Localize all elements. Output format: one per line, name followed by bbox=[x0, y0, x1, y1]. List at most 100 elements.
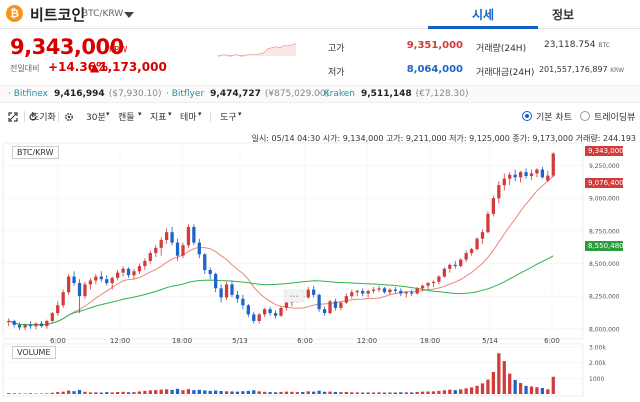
bitcoin-logo-icon: ₿ bbox=[6, 5, 23, 22]
basic-chart-label[interactable]: 기본 차트 bbox=[536, 113, 572, 123]
exchange-foreign-price: (€7,128.30) bbox=[415, 89, 469, 99]
candle-body bbox=[263, 309, 267, 315]
candle-body bbox=[366, 290, 370, 294]
active-tab-indicator bbox=[428, 26, 538, 29]
candle-body bbox=[116, 272, 120, 278]
volume-bar bbox=[17, 393, 22, 394]
candlestick-chart[interactable]: 9,250,000 9,000,000 8,750,000 8,500,000 8,25… bbox=[0, 142, 640, 402]
candle-body bbox=[50, 313, 54, 321]
volume-bar bbox=[301, 391, 305, 394]
candle-body bbox=[475, 238, 479, 250]
candle-body bbox=[105, 279, 109, 284]
chart-pair-label: BTC/KRW bbox=[12, 146, 59, 159]
reset-button[interactable]: 초기화 bbox=[31, 113, 56, 123]
volume-bar bbox=[464, 388, 468, 394]
volume-bar bbox=[28, 393, 33, 394]
exchange-price: 9,416,994 bbox=[54, 89, 105, 99]
interval-dropdown[interactable]: 30분 bbox=[86, 113, 106, 123]
volume-bar bbox=[404, 392, 408, 394]
volume-24h-value: 23,118.754 bbox=[543, 40, 596, 50]
tools-caret-icon: ▾ bbox=[238, 110, 242, 118]
settings-gear-icon[interactable] bbox=[64, 112, 74, 122]
chart-drag-handle[interactable] bbox=[283, 289, 305, 303]
candle-body bbox=[170, 232, 174, 243]
volume-bar bbox=[170, 389, 174, 394]
candle-body bbox=[410, 292, 414, 294]
candle-body bbox=[339, 302, 343, 308]
candle-body bbox=[546, 175, 550, 181]
x-tick-label: 6:00 bbox=[297, 337, 313, 345]
volume-bar bbox=[268, 392, 272, 394]
candle-body bbox=[306, 289, 310, 298]
candle-body bbox=[126, 268, 131, 276]
candle-body bbox=[34, 323, 38, 327]
tab-market[interactable]: 시세 bbox=[471, 8, 495, 22]
tradingview-radio[interactable] bbox=[580, 111, 590, 121]
volume-bar bbox=[77, 389, 82, 394]
expand-icon[interactable] bbox=[8, 112, 18, 122]
indicator-dropdown[interactable]: 지표 bbox=[150, 113, 167, 123]
volume-bar bbox=[99, 392, 103, 394]
candle-body bbox=[241, 298, 245, 306]
candle-body bbox=[317, 294, 321, 310]
volume-bar bbox=[94, 392, 98, 394]
low-value: 8,064,000 bbox=[406, 64, 463, 75]
volume-bar bbox=[72, 391, 76, 394]
high-value: 9,351,000 bbox=[406, 40, 463, 51]
candle-body bbox=[17, 324, 22, 328]
volume-bar bbox=[116, 391, 120, 394]
volume-bar bbox=[273, 392, 278, 394]
volume-bar bbox=[252, 390, 256, 394]
candle-body bbox=[486, 213, 490, 233]
volume-bar bbox=[7, 393, 11, 394]
candle-body bbox=[257, 314, 261, 321]
change-amount: ▲1,173,000 bbox=[90, 60, 167, 74]
coin-pair: BTC/KRW bbox=[82, 9, 124, 19]
candle-body bbox=[83, 284, 87, 297]
tools-dropdown[interactable]: 도구 bbox=[220, 113, 237, 123]
volume-bar bbox=[230, 391, 234, 394]
high-label: 고가 bbox=[328, 44, 345, 54]
candle-body bbox=[328, 301, 332, 314]
tradingview-label[interactable]: 트레이딩뷰 bbox=[594, 113, 636, 123]
candle-body bbox=[431, 281, 436, 284]
basic-chart-radio[interactable] bbox=[522, 111, 532, 121]
volume-bar bbox=[437, 390, 441, 394]
volume-bar bbox=[535, 387, 539, 394]
x-tick-label: 12:00 bbox=[357, 337, 377, 345]
volume-24h-label: 거래량(24H) bbox=[476, 44, 527, 54]
candle-body bbox=[382, 288, 387, 293]
candle-body bbox=[246, 305, 250, 315]
drag-handle-glyph: ••• bbox=[290, 294, 299, 300]
candle-body bbox=[88, 280, 93, 285]
x-tick-label: 5/14 bbox=[482, 337, 498, 345]
tab-info[interactable]: 정보 bbox=[551, 8, 575, 22]
coin-name[interactable]: 비트코인 bbox=[30, 6, 86, 24]
volume-bar bbox=[486, 379, 490, 394]
candle-body bbox=[491, 198, 496, 214]
candle-body bbox=[513, 174, 517, 178]
amount-24h-label: 거래대금(24H) bbox=[476, 68, 535, 78]
volume-bar bbox=[540, 388, 545, 394]
exchange-name: · Bitfinex bbox=[8, 89, 49, 99]
volume-bar bbox=[399, 392, 403, 394]
theme-dropdown[interactable]: 테마 bbox=[180, 113, 197, 123]
candle-type-dropdown[interactable]: 캔들 bbox=[118, 113, 135, 123]
toolbar-divider bbox=[24, 111, 25, 122]
volume-bar bbox=[165, 389, 169, 394]
candle-body bbox=[208, 270, 212, 274]
volume-bar bbox=[284, 391, 289, 394]
volume-bar bbox=[366, 392, 370, 394]
volume-bar bbox=[290, 391, 294, 394]
candle-body bbox=[524, 172, 528, 177]
candle-body bbox=[535, 169, 539, 174]
candle-body bbox=[344, 296, 348, 303]
coin-select-caret-icon[interactable] bbox=[124, 12, 134, 18]
volume-bar bbox=[208, 390, 212, 394]
volume-bar bbox=[502, 361, 506, 394]
volume-bar bbox=[312, 391, 316, 394]
volume-bar bbox=[361, 392, 365, 394]
candle-body bbox=[404, 292, 408, 294]
volume-bar bbox=[241, 391, 245, 394]
volume-bar bbox=[529, 386, 534, 394]
